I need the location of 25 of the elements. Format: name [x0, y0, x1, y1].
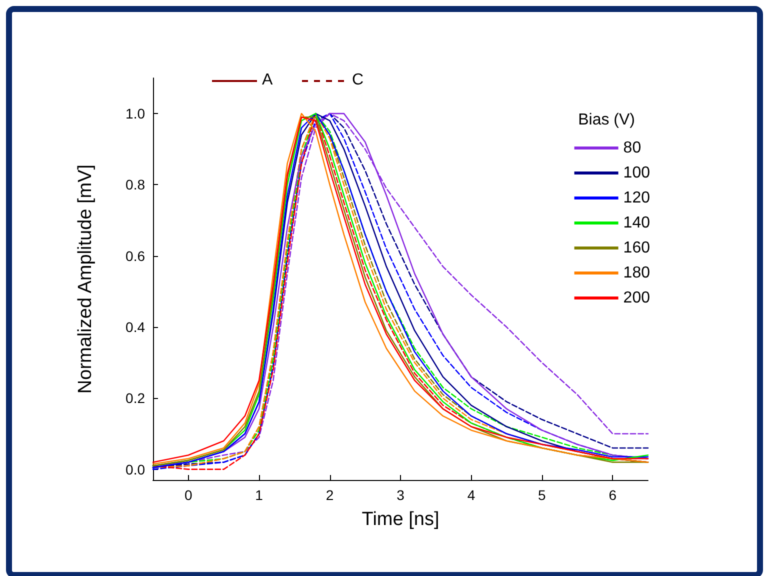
legend-label: 120 — [623, 190, 650, 206]
legend-label: 200 — [623, 290, 650, 306]
legend-title: Bias (V) — [578, 112, 636, 128]
x-tick-label: 5 — [538, 487, 546, 503]
y-axis-title: Normalized Amplitude [mV] — [75, 164, 96, 394]
x-tick-label: 1 — [255, 487, 264, 503]
x-tick-label: 6 — [608, 487, 617, 503]
y-tick-label: 0.2 — [126, 390, 146, 406]
y-tick-label: 1.0 — [126, 106, 146, 122]
legend-label: 180 — [623, 264, 650, 282]
x-tick-label: 0 — [184, 487, 192, 503]
annotation: A — [262, 72, 273, 88]
y-tick-label: 0.0 — [126, 461, 146, 478]
legend-label: 100 — [623, 164, 650, 182]
x-tick-label: 2 — [326, 487, 334, 503]
y-tick-label: 0.8 — [126, 176, 146, 193]
legend-label: 140 — [623, 214, 650, 232]
x-tick-label: 4 — [467, 487, 476, 503]
legend-label: 160 — [623, 240, 650, 256]
x-tick-label: 3 — [396, 487, 405, 503]
y-tick-label: 0.6 — [126, 248, 146, 264]
y-tick-label: 0.4 — [126, 319, 146, 336]
x-axis-title: Time [ns] — [362, 509, 440, 530]
annotation: C — [352, 72, 364, 88]
legend-label: 80 — [623, 140, 642, 156]
